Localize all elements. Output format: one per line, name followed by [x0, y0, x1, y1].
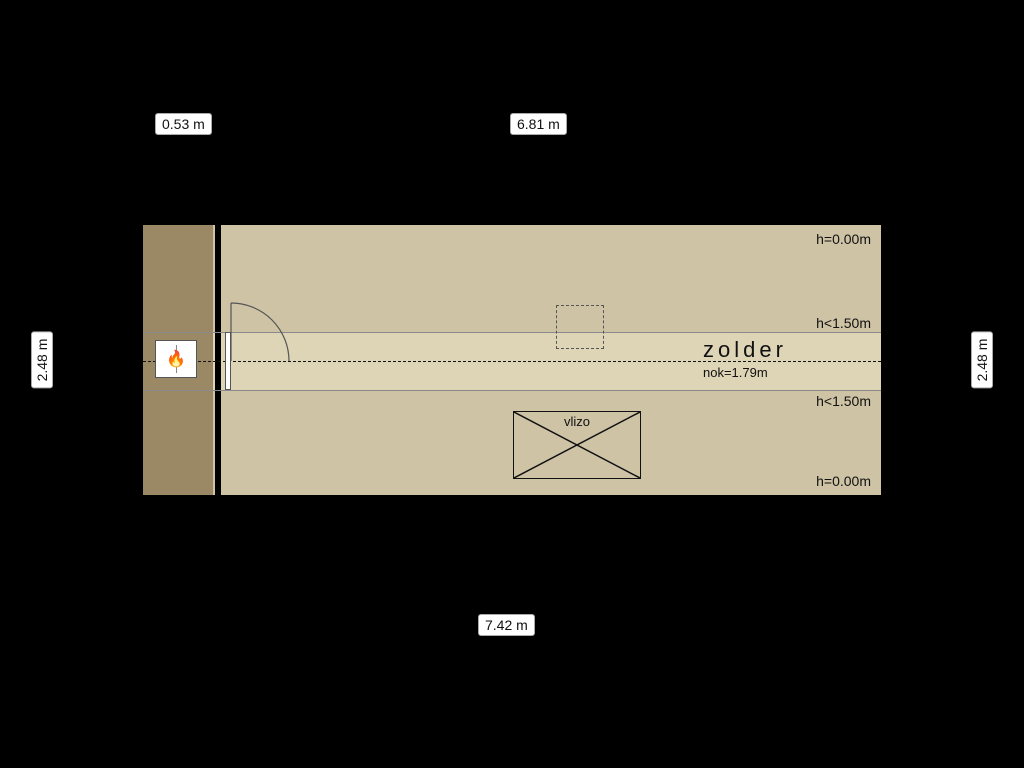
flame-icon: 🔥: [166, 349, 186, 369]
label-h-top: h=0.00m: [816, 231, 871, 247]
label-h-bottom: h=0.00m: [816, 473, 871, 489]
dim-right-height: 2.48 m: [971, 332, 993, 389]
door-swing-icon: [225, 303, 295, 373]
dim-left-height: 2.48 m: [31, 332, 53, 389]
vlizo-hatch: vlizo: [513, 411, 641, 479]
dim-bottom-width: 7.42 m: [478, 614, 535, 636]
heater-fixture: 🔥: [155, 340, 197, 378]
h150-line-bottom: [143, 390, 881, 391]
floorplan-canvas: 0.53 m 6.81 m 2.48 m 2.48 m 7.42 m h=0.0…: [0, 0, 1024, 768]
dim-top-right: 6.81 m: [510, 113, 567, 135]
room-subtitle: nok=1.79m: [703, 365, 768, 380]
label-h150-upper: h<1.50m: [816, 315, 871, 331]
dim-top-left: 0.53 m: [155, 113, 212, 135]
vlizo-cross-icon: [514, 412, 640, 478]
label-h150-lower: h<1.50m: [816, 393, 871, 409]
dashed-outline-box: [556, 305, 604, 349]
floorplan-area: h=0.00m h<1.50m h<1.50m h=0.00m zolder n…: [141, 223, 883, 497]
room-title: zolder: [703, 337, 787, 363]
partition-wall: [215, 225, 221, 495]
